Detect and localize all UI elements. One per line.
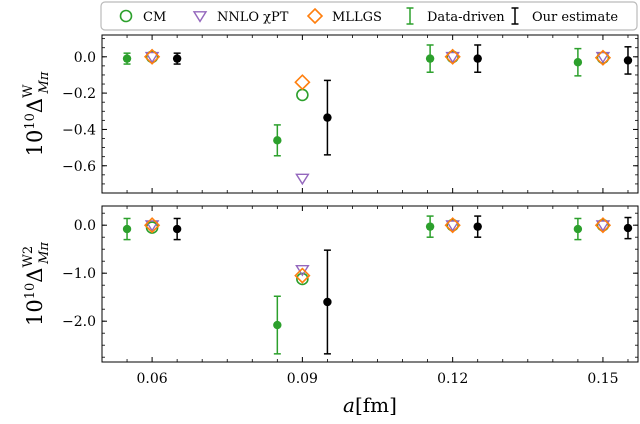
est-point	[473, 54, 482, 63]
series-nnlo	[144, 51, 611, 186]
x-tick-label: 0.09	[287, 371, 318, 387]
legend-label: CM	[143, 10, 166, 25]
series-est	[172, 215, 633, 355]
cm-point	[296, 88, 309, 102]
mllgs-point	[306, 7, 324, 25]
est-point	[623, 223, 633, 233]
legend-label: NNLO χPT	[217, 10, 289, 25]
dd-point	[273, 136, 282, 145]
mllgs-point	[444, 217, 461, 234]
legend: CM NNLO χPT MLLGS Data-driven Our estimate	[100, 1, 638, 31]
cm-point	[119, 9, 133, 23]
dd-point	[122, 224, 132, 234]
legend-label: Data-driven	[427, 10, 505, 25]
dd-point	[425, 54, 435, 63]
mllgs-point	[294, 267, 311, 284]
x-tick-label: 0.06	[137, 371, 168, 387]
est-point	[323, 297, 332, 307]
mllgs-point	[444, 48, 461, 65]
y-axis-label: 1010ΔW2Mπ	[21, 242, 52, 326]
y-axis-label: 1010ΔWMπ	[21, 71, 52, 156]
series-nnlo	[144, 220, 611, 277]
nnlo-point	[192, 11, 208, 23]
plot-frame	[101, 205, 639, 363]
dd-point	[273, 320, 282, 330]
legend-label: Our estimate	[532, 10, 618, 25]
mllgs-point	[143, 217, 161, 234]
panel-2: 0.06 0.09 0.12 0.15 0.0 −1.0 −2.0 1010ΔW2Mπ	[21, 205, 639, 387]
series-dd	[122, 44, 583, 157]
legend-item-nnlo: NNLO χPT	[192, 10, 289, 25]
mllgs-point	[294, 74, 311, 91]
plot-frame	[101, 34, 639, 194]
y-tick-label: −1.0	[62, 266, 96, 282]
legend-item-cm: CM	[119, 9, 166, 25]
nnlo-point	[144, 51, 160, 64]
nnlo-point	[295, 173, 310, 186]
y-tick-label: −0.4	[62, 122, 96, 138]
x-axis-label: a[fm]	[343, 393, 397, 417]
legend-item-dd: Data-driven	[406, 7, 505, 25]
dd-point	[425, 222, 435, 231]
est-point	[473, 222, 482, 231]
mllgs-point	[143, 48, 161, 65]
dd-point	[122, 54, 132, 63]
est-point	[172, 224, 182, 234]
nnlo-point	[445, 51, 460, 64]
legend-frame	[100, 1, 638, 31]
nnlo-point	[445, 220, 460, 232]
y-tick-label: −0.6	[62, 159, 96, 175]
cm-point	[296, 272, 309, 286]
series-mllgs	[143, 48, 612, 91]
x-tick-label: 0.12	[437, 371, 468, 387]
nnlo-point	[295, 264, 310, 277]
y-tick-label: −2.0	[62, 314, 96, 330]
y-tick-label: 0.0	[74, 218, 96, 234]
dd-point	[573, 58, 583, 67]
legend-item-mllgs: MLLGS	[306, 7, 382, 25]
series-dd	[122, 215, 583, 355]
series-est	[172, 44, 633, 156]
nnlo-point	[144, 220, 160, 232]
x-tick-label: 0.15	[587, 371, 618, 387]
est-point	[323, 113, 332, 122]
y-tick-label: −0.2	[62, 86, 96, 102]
legend-label: MLLGS	[332, 10, 382, 25]
nnlo-point	[595, 51, 611, 64]
series-cm	[145, 218, 610, 286]
nnlo-point	[595, 220, 611, 232]
dd-point	[573, 224, 583, 234]
mllgs-point	[594, 49, 612, 66]
y-tick-label: 0.0	[74, 50, 96, 66]
series-cm	[145, 50, 610, 102]
est-point	[623, 56, 633, 65]
series-mllgs	[143, 217, 612, 284]
panel-1: 0.0 −0.2 −0.4 −0.6 1010ΔWMπ	[21, 34, 639, 194]
mllgs-point	[594, 217, 612, 234]
legend-item-est: Our estimate	[511, 7, 618, 25]
est-point	[172, 54, 182, 63]
